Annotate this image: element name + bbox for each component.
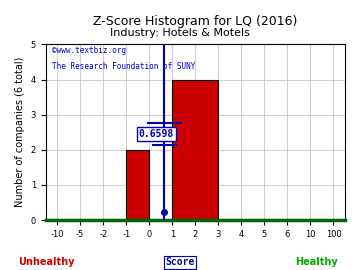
Bar: [172, 80, 219, 220]
Y-axis label: Number of companies (6 total): Number of companies (6 total): [15, 57, 25, 207]
Bar: [126, 150, 149, 220]
Title: Z-Score Histogram for LQ (2016): Z-Score Histogram for LQ (2016): [93, 15, 297, 28]
Text: Score: Score: [165, 257, 195, 267]
Text: The Research Foundation of SUNY: The Research Foundation of SUNY: [51, 62, 195, 71]
Text: Unhealthy: Unhealthy: [19, 257, 75, 267]
Text: 0.6598: 0.6598: [139, 129, 174, 139]
Text: ©www.textbiz.org: ©www.textbiz.org: [51, 46, 126, 55]
Text: Healthy: Healthy: [296, 257, 338, 267]
Text: Industry: Hotels & Motels: Industry: Hotels & Motels: [110, 28, 250, 38]
